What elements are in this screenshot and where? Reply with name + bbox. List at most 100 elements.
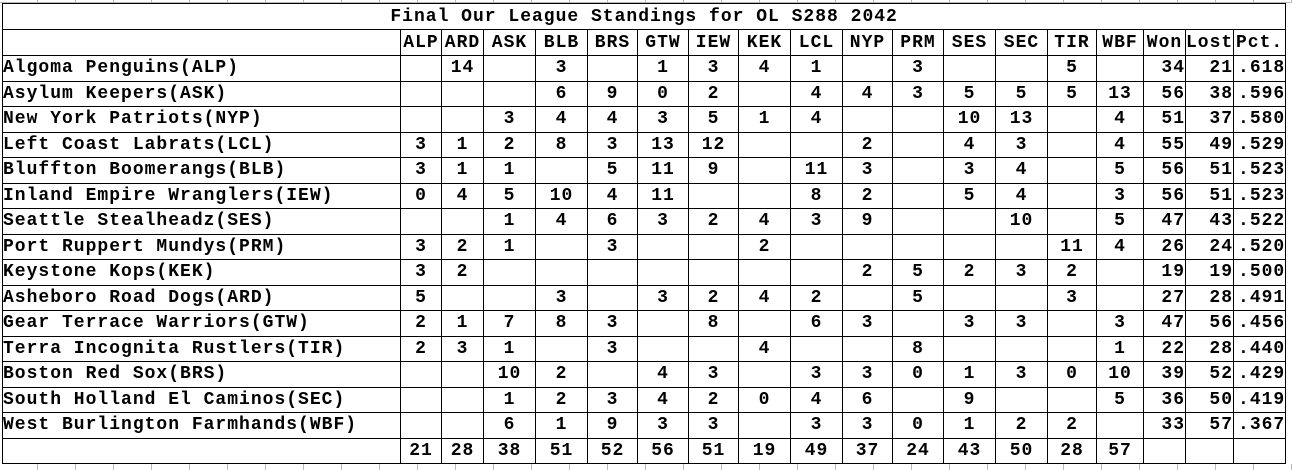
cell-ses: 9 xyxy=(943,386,996,413)
cell-wbf: 4 xyxy=(1096,106,1144,133)
cell-ses: 1 xyxy=(943,412,996,439)
cell-kek: 2 xyxy=(738,233,791,260)
cell-kek xyxy=(738,310,791,337)
team-name-cell: New York Patriots(NYP) xyxy=(2,106,401,133)
cell-blb: 2 xyxy=(535,361,588,388)
cell-lost: 28 xyxy=(1185,284,1234,311)
cell-lcl: 1 xyxy=(790,55,843,82)
cell-ask: 1 xyxy=(483,335,536,362)
cell-nyp: 6 xyxy=(842,386,893,413)
cell-brs xyxy=(587,284,638,311)
cell-won: 56 xyxy=(1143,182,1186,209)
column-header-won: Won xyxy=(1143,29,1186,56)
cell-won: 36 xyxy=(1143,386,1186,413)
cell-ard: 4 xyxy=(441,182,484,209)
team-row: New York Patriots(NYP) 3 4 4 3 5 1 4 10 13 4 51 37.5… xyxy=(2,106,1287,133)
cell-ses: 3 xyxy=(943,157,996,184)
cell-brs: 3 xyxy=(587,386,638,413)
cell-blb xyxy=(535,233,588,260)
cell-sec xyxy=(995,335,1048,362)
cell-alp xyxy=(400,80,442,107)
cell-tir: 5 xyxy=(1047,55,1097,82)
cell-alp: 3 xyxy=(400,157,442,184)
header-row: ALP ARD ASK BLB BRS GTW IEW KEK LCL NYP PRM SES SEC T… xyxy=(2,29,1287,56)
cell-wbf: 13 xyxy=(1096,80,1144,107)
cell-ses xyxy=(943,284,996,311)
cell-won: 47 xyxy=(1143,310,1186,337)
cell-iew: 2 xyxy=(688,80,739,107)
cell-wbf: 57 xyxy=(1096,437,1144,464)
cell-won: 33 xyxy=(1143,412,1186,439)
cell-pct: .523 xyxy=(1232,182,1287,209)
cell-sec: 3 xyxy=(995,131,1048,158)
cell-ask xyxy=(483,80,536,107)
team-row: Boston Red Sox(BRS) 10 2 4 3 3 3 0 1 3 0 10 39 52.429 xyxy=(2,361,1287,388)
column-header-sec: SEC xyxy=(995,29,1048,56)
cell-prm xyxy=(892,208,944,235)
cell-tir: 2 xyxy=(1047,412,1097,439)
cell-prm xyxy=(892,386,944,413)
cell-ask: 7 xyxy=(483,310,536,337)
cell-ask xyxy=(483,284,536,311)
cell-blb: 6 xyxy=(535,80,588,107)
cell-blb: 51 xyxy=(535,437,588,464)
cell-ses: 5 xyxy=(943,80,996,107)
cell-prm: 24 xyxy=(892,437,944,464)
cell-brs xyxy=(587,259,638,286)
cell-tir xyxy=(1047,131,1097,158)
cell-alp: 3 xyxy=(400,131,442,158)
cell-blb: 3 xyxy=(535,284,588,311)
cell-brs: 9 xyxy=(587,80,638,107)
cell-lcl: 4 xyxy=(790,80,843,107)
cell-nyp: 3 xyxy=(842,412,893,439)
cell-pct: .596 xyxy=(1232,80,1287,107)
cell-nyp xyxy=(842,233,893,260)
cell-blb xyxy=(535,259,588,286)
cell-kek: 19 xyxy=(738,437,791,464)
cell-blb: 4 xyxy=(535,106,588,133)
cell-won: 56 xyxy=(1143,157,1186,184)
cell-wbf xyxy=(1096,259,1144,286)
cell-kek: 0 xyxy=(738,386,791,413)
cell-nyp xyxy=(842,335,893,362)
cell-wbf: 4 xyxy=(1096,131,1144,158)
cell-iew: 5 xyxy=(688,106,739,133)
cell-wbf xyxy=(1096,55,1144,82)
cell-nyp: 2 xyxy=(842,182,893,209)
cell-ses xyxy=(943,208,996,235)
cell-brs xyxy=(587,55,638,82)
cell-gtw: 13 xyxy=(637,131,689,158)
cell-lost: 24 xyxy=(1185,233,1234,260)
cell-lcl: 3 xyxy=(790,412,843,439)
cell-ses: 1 xyxy=(943,361,996,388)
cell-iew: 12 xyxy=(688,131,739,158)
team-name-cell: Left Coast Labrats(LCL) xyxy=(2,131,401,158)
column-header-gtw: GTW xyxy=(637,29,689,56)
cell-alp: 0 xyxy=(400,182,442,209)
team-name-cell: Bluffton Boomerangs(BLB) xyxy=(2,157,401,184)
cell-lcl xyxy=(790,259,843,286)
cell-tir xyxy=(1047,182,1097,209)
cell-brs: 3 xyxy=(587,310,638,337)
cell-gtw xyxy=(637,335,689,362)
cell-ask: 1 xyxy=(483,208,536,235)
cell-lcl: 3 xyxy=(790,208,843,235)
cell-prm xyxy=(892,157,944,184)
cell-pct: .618 xyxy=(1232,55,1287,82)
cell-wbf: 3 xyxy=(1096,310,1144,337)
cell-lost: 37 xyxy=(1185,106,1234,133)
cell-lcl: 6 xyxy=(790,310,843,337)
cell-alp xyxy=(400,412,442,439)
cell-gtw: 3 xyxy=(637,284,689,311)
cell-kek xyxy=(738,131,791,158)
cell-nyp xyxy=(842,55,893,82)
cell-ard xyxy=(441,208,484,235)
cell-ard xyxy=(441,361,484,388)
team-row: Inland Empire Wranglers(IEW) 0 4 5 10 4 11 8 2 5 4… xyxy=(2,182,1287,209)
cell-kek xyxy=(738,80,791,107)
cell-kek: 4 xyxy=(738,208,791,235)
cell-prm: 0 xyxy=(892,361,944,388)
team-row: Terra Incognita Rustlers(TIR) 2 3 1 3 4 8 1 22 28… xyxy=(2,335,1287,362)
cell-iew: 2 xyxy=(688,284,739,311)
cell-alp: 5 xyxy=(400,284,442,311)
